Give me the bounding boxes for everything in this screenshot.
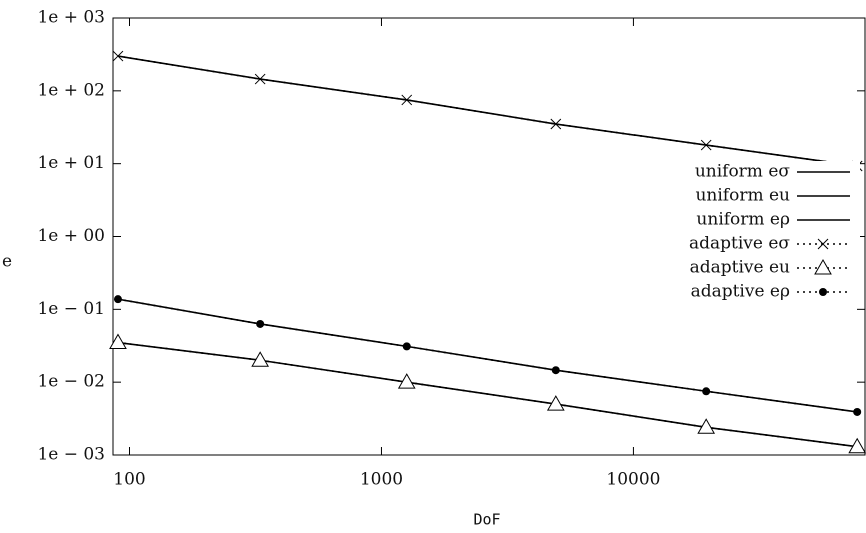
chart: DoF e 1e + 03 1e + 02 1e + 01 1e + 00 1e − 0… — [0, 0, 866, 533]
y-tick-label: 1e − 01 — [37, 299, 105, 319]
marker-triangle — [110, 335, 126, 349]
marker-dot — [702, 387, 710, 395]
y-tick-label: 1e + 03 — [37, 8, 105, 28]
marker-dot — [853, 408, 861, 416]
legend-label: uniform eu — [695, 186, 790, 206]
marker-dot — [552, 366, 560, 374]
legend-label: uniform eρ — [696, 210, 790, 230]
marker-dot — [403, 342, 411, 350]
marker-dot — [114, 295, 122, 303]
y-tick-label: 1e − 02 — [37, 372, 105, 392]
series-line — [118, 343, 857, 447]
x-tick-label: 1000 — [360, 470, 403, 490]
series-line — [118, 56, 857, 166]
y-axis-label: e — [2, 252, 12, 272]
y-tick-label: 1e + 01 — [37, 153, 105, 173]
series-line — [118, 56, 857, 166]
y-tick-label: 1e − 03 — [37, 445, 105, 465]
x-tick-label: 10000 — [606, 470, 660, 490]
x-tick-label: 100 — [113, 470, 145, 490]
y-tick-label: 1e + 02 — [37, 80, 105, 100]
legend-label: uniform eσ — [695, 162, 791, 182]
legend-label: adaptive eσ — [689, 234, 790, 254]
legend-label: adaptive eρ — [691, 282, 790, 302]
legend-marker — [819, 288, 827, 296]
x-axis-label: DoF — [473, 511, 500, 529]
legend-label: adaptive eu — [690, 258, 790, 278]
y-tick-label: 1e + 00 — [37, 226, 105, 246]
marker-dot — [256, 320, 264, 328]
